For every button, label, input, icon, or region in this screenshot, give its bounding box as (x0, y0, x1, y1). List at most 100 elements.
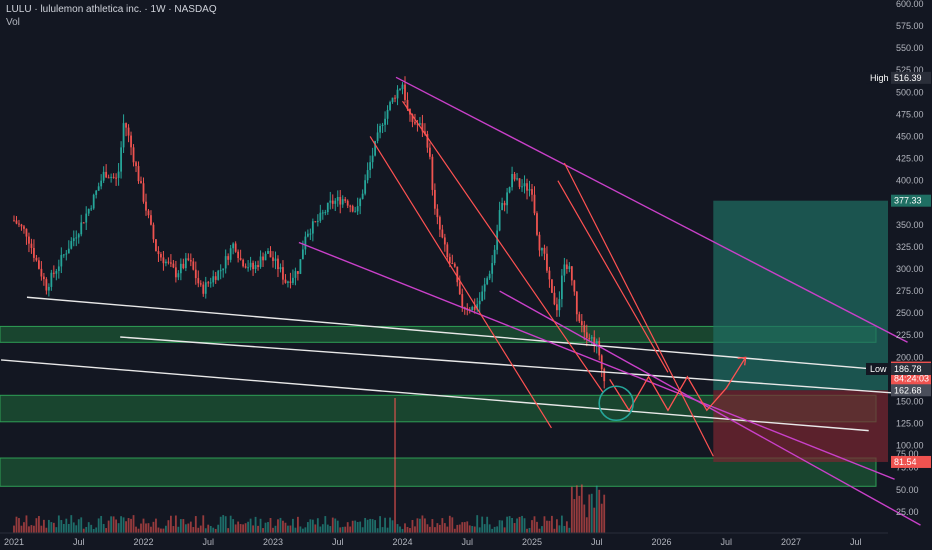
candle-body (521, 186, 523, 188)
support-zone-3[interactable] (0, 457, 877, 487)
volume-bar (162, 528, 165, 533)
volume-bar (132, 515, 135, 533)
candle-body (448, 256, 451, 263)
volume-bar (476, 515, 479, 533)
candle-body (155, 239, 157, 252)
volume-bar (578, 495, 581, 533)
candle-body (508, 187, 511, 193)
price-tag (891, 455, 931, 468)
red-trendline-2[interactable] (402, 100, 604, 393)
candle-body (369, 162, 372, 171)
candle-body (92, 194, 95, 209)
candle-body (426, 133, 429, 148)
white-trendline-3[interactable] (0, 359, 869, 432)
price-tag (891, 362, 931, 375)
volume-bar (272, 527, 274, 533)
candle-body (406, 99, 409, 110)
magenta-channel-line-1[interactable] (395, 76, 908, 343)
volume-bar (242, 524, 245, 533)
candle-body (292, 277, 294, 283)
candle-body (167, 261, 170, 263)
candle-body (25, 228, 28, 237)
volume-bar (451, 517, 454, 533)
volume-bar (366, 519, 369, 533)
volume-bar (551, 515, 553, 533)
volume-bar (399, 526, 401, 533)
volume-bar (558, 525, 561, 533)
candle-body (341, 199, 344, 205)
candle-body (319, 212, 322, 221)
candle-body (279, 267, 282, 270)
volume-bar (55, 527, 58, 533)
red-trendline-3[interactable] (557, 180, 669, 373)
candle-body (294, 271, 297, 278)
magenta-channel-line-2[interactable] (298, 241, 895, 480)
position-profit-area[interactable] (713, 200, 888, 391)
candle-body (267, 250, 269, 254)
magenta-channel-line-3[interactable] (499, 290, 921, 526)
volume-bar (35, 518, 38, 533)
candle-body (603, 369, 606, 382)
candle-body (135, 162, 137, 167)
candle-body (237, 251, 240, 259)
volume-legend-label: Vol (6, 17, 20, 28)
position-loss-area[interactable] (713, 390, 888, 462)
volume-bar (157, 527, 160, 533)
candle-body (506, 192, 508, 206)
candle-body (242, 259, 245, 267)
volume-bar (533, 516, 536, 533)
volume-bar (60, 520, 63, 533)
candle-body (553, 292, 556, 305)
volume-bar (568, 527, 571, 533)
candle-body (23, 226, 25, 229)
volume-bar (147, 523, 150, 533)
volume-bar (120, 516, 122, 533)
candle-body (590, 337, 593, 339)
volume-bar (38, 516, 40, 533)
candle-body (391, 97, 394, 103)
volume-bar (174, 515, 177, 533)
candle-body (384, 118, 386, 125)
volume-bar (217, 524, 220, 533)
volume-bar (299, 526, 302, 533)
volume-bar (428, 526, 431, 533)
candle-body (90, 208, 93, 210)
volume-bar (448, 515, 451, 533)
red-trendline-1[interactable] (369, 136, 552, 429)
volume-bar (468, 525, 471, 533)
candle-body (336, 196, 339, 201)
candle-body (551, 279, 553, 293)
volume-bar (125, 521, 127, 533)
candle-body (259, 256, 262, 268)
volume-bar (536, 521, 538, 533)
candle-body (381, 124, 384, 126)
candle-body (157, 251, 160, 255)
volume-bar (100, 515, 103, 533)
volume-bar (95, 527, 98, 533)
level-label: High (870, 73, 889, 83)
volume-bar (546, 520, 548, 533)
candle-body (565, 264, 568, 269)
volume-bar (219, 516, 222, 533)
volume-bar (478, 527, 481, 533)
volume-bar (127, 518, 130, 533)
volume-bar (471, 526, 474, 533)
volume-bar (491, 528, 494, 533)
red-trendline-4[interactable] (563, 162, 714, 457)
volume-bar (361, 527, 364, 533)
volume-bar (346, 522, 349, 533)
candle-body (214, 276, 217, 280)
candle-body (30, 243, 33, 248)
candle-body (451, 262, 454, 264)
candle-body (15, 220, 18, 224)
candle-body (299, 259, 302, 274)
white-trendline-2[interactable] (120, 336, 915, 396)
candle-body (35, 257, 38, 261)
bottom-circle-marker[interactable] (598, 385, 634, 422)
volume-bar (249, 518, 252, 533)
volume-bar (364, 517, 367, 533)
candle-body (160, 254, 162, 258)
volume-bar (583, 504, 586, 533)
candle-body (100, 180, 103, 187)
